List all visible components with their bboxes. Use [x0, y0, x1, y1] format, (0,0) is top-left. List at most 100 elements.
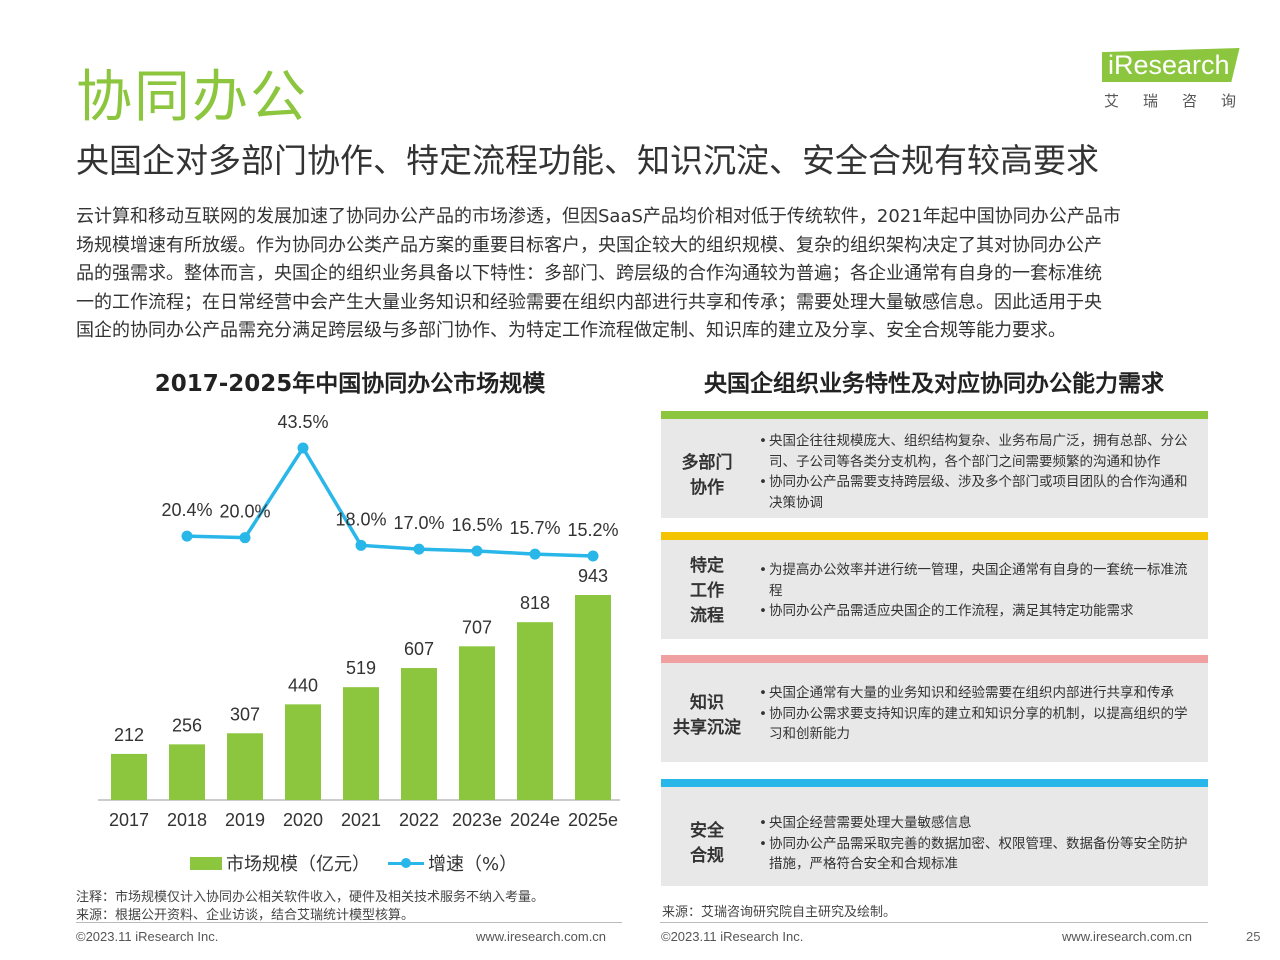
card-label-line: 共享沉淀 — [673, 718, 741, 738]
legend-line-label: 增速（%） — [428, 854, 518, 875]
bar — [401, 668, 437, 800]
card-bullet: 央国企往往规模庞大、组织结构复杂、业务布局广泛，拥有总部、分公司、子公司等各类分… — [759, 431, 1199, 472]
x-tick-label: 2025e — [568, 810, 618, 830]
copyright-left: ©2023.11 iResearch Inc. — [76, 929, 219, 944]
card-specific-workflow: 特定 工作 流程 为提高办公效率并进行统一管理，央国企通常有自身的一套统一标准流… — [661, 532, 1208, 639]
iresearch-logo: iResearch — [1102, 48, 1240, 82]
bar-value-label: 212 — [114, 725, 144, 745]
legend-bar-swatch — [190, 856, 222, 870]
growth-label: 18.0% — [335, 509, 386, 529]
card-label-line: 特定 — [690, 556, 724, 576]
intro-line: 国企的协同办公产品需充分满足跨层级与多部门协作、为特定工作流程做定制、知识库的建… — [76, 320, 1066, 342]
x-tick-label: 2024e — [510, 810, 560, 830]
bar — [517, 622, 553, 800]
card-bullets: 为提高办公效率并进行统一管理，央国企通常有自身的一套统一标准流程 协同办公产品需… — [759, 560, 1199, 622]
card-label-line: 知识 — [690, 693, 724, 713]
footer-divider-left — [76, 922, 622, 923]
intro-line: 一的工作流程；在日常经营中会产生大量业务知识和经验需要在组织内部进行共享和传承；… — [76, 291, 1102, 313]
panel-title: 央国企组织业务特性及对应协同办公能力需求 — [704, 371, 1164, 397]
card-bullet: 央国企通常有大量的业务知识和经验需要在组织内部进行共享和传承 — [759, 683, 1199, 704]
page-title: 协同办公 — [76, 65, 308, 130]
card-knowledge-sharing: 知识 共享沉淀 央国企通常有大量的业务知识和经验需要在组织内部进行共享和传承 协… — [661, 655, 1208, 762]
page-subtitle: 央国企对多部门协作、特定流程功能、知识沉淀、安全合规有较高要求 — [76, 141, 1099, 180]
card-bullet: 协同办公产品需适应央国企的工作流程，满足其特定功能需求 — [759, 601, 1199, 622]
growth-point — [181, 530, 193, 542]
logo-subtitle: 艾瑞咨询 — [1104, 92, 1261, 110]
footer-divider-right — [660, 922, 1208, 923]
bar-value-label: 519 — [346, 658, 376, 678]
website-left[interactable]: www.iresearch.com.cn — [476, 929, 607, 944]
bar — [227, 733, 263, 800]
chart-note: 注释：市场规模仅计入协同办公相关软件收入，硬件及相关技术服务不纳入考量。 — [76, 890, 545, 905]
legend-line: 增速（%） — [388, 850, 518, 875]
growth-point — [413, 543, 425, 555]
legend-bar: 市场规模（亿元） — [190, 850, 370, 875]
growth-label: 16.5% — [451, 515, 502, 535]
growth-point — [471, 545, 483, 557]
card-bullet: 协同办公需求要支持知识库的建立和知识分享的机制，以提高组织的学习和创新能力 — [759, 704, 1199, 745]
growth-label: 17.0% — [393, 513, 444, 533]
card-bullets: 央国企经营需要处理大量敏感信息 协同办公产品需采取完善的数据加密、权限管理、数据… — [759, 813, 1199, 875]
bar-value-label: 307 — [230, 704, 260, 724]
bar — [459, 646, 495, 800]
growth-point — [297, 442, 309, 454]
intro-line: 云计算和移动互联网的发展加速了协同办公产品的市场渗透，但因SaaS产品均价相对低… — [76, 206, 1121, 227]
intro-line: 品的强需求。整体而言，央国企的组织业务具备以下特性：多部门、跨层级的合作沟通较为… — [76, 263, 1102, 285]
bar — [343, 687, 379, 800]
growth-label: 15.2% — [567, 520, 618, 540]
copyright-right: ©2023.11 iResearch Inc. — [661, 929, 804, 944]
card-label: 多部门 协作 — [661, 451, 753, 501]
card-bullet: 为提高办公效率并进行统一管理，央国企通常有自身的一套统一标准流程 — [759, 560, 1199, 601]
bar — [169, 744, 205, 800]
x-tick-label: 2021 — [341, 810, 381, 830]
card-label-line: 合规 — [690, 846, 724, 866]
card-label: 安全 合规 — [661, 819, 753, 869]
card-bullet: 协同办公产品需要支持跨层级、涉及多个部门或项目团队的合作沟通和决策协调 — [759, 472, 1199, 513]
card-bullet: 央国企经营需要处理大量敏感信息 — [759, 813, 1199, 834]
website-right[interactable]: www.iresearch.com.cn — [1062, 929, 1193, 944]
bar — [111, 753, 147, 800]
bar-value-label: 607 — [404, 639, 434, 659]
card-security-compliance: 安全 合规 央国企经营需要处理大量敏感信息 协同办公产品需采取完善的数据加密、权… — [661, 779, 1208, 886]
source-left: 来源：根据公开资料、企业访谈，结合艾瑞统计模型核算。 — [76, 908, 415, 923]
bar-value-label: 943 — [578, 566, 608, 586]
card-label: 特定 工作 流程 — [661, 554, 753, 629]
card-label-line: 多部门 — [681, 453, 733, 473]
growth-label: 43.5% — [277, 412, 328, 432]
chart-title: 2017-2025年中国协同办公市场规模 — [154, 371, 546, 397]
card-bullet: 协同办公产品需采取完善的数据加密、权限管理、数据备份等安全防护措施，严格符合安全… — [759, 834, 1199, 875]
bar — [285, 704, 321, 800]
card-label-line: 流程 — [690, 606, 724, 626]
card-bullets: 央国企往往规模庞大、组织结构复杂、业务布局广泛，拥有总部、分公司、子公司等各类分… — [759, 431, 1199, 513]
card-label-line: 安全 — [690, 821, 724, 841]
growth-label: 20.0% — [219, 502, 270, 522]
growth-point — [529, 548, 541, 560]
growth-point — [355, 539, 367, 551]
x-tick-label: 2023e — [452, 810, 502, 830]
bar-value-label: 707 — [462, 617, 492, 637]
growth-label: 15.7% — [509, 518, 560, 538]
growth-point — [587, 550, 599, 562]
card-label-line: 协作 — [690, 478, 724, 498]
growth-point — [239, 532, 251, 544]
bar-value-label: 440 — [288, 675, 318, 695]
bar-value-label: 818 — [520, 593, 550, 613]
legend-line-swatch — [388, 856, 424, 870]
intro-paragraph: 云计算和移动互联网的发展加速了协同办公产品的市场渗透，但因SaaS产品均价相对低… — [76, 203, 1206, 346]
bar — [575, 595, 611, 800]
card-label-line: 工作 — [690, 581, 724, 601]
growth-label: 20.4% — [161, 500, 212, 520]
x-tick-label: 2018 — [167, 810, 207, 830]
bar-value-label: 256 — [172, 715, 202, 735]
growth-line — [186, 446, 594, 558]
intro-line: 场规模增速有所放缓。作为协同办公类产品方案的重要目标客户，央国企较大的组织规模、… — [76, 234, 1102, 256]
card-label: 知识 共享沉淀 — [661, 691, 753, 741]
x-tick-label: 2019 — [225, 810, 265, 830]
source-right: 来源：艾瑞咨询研究院自主研究及绘制。 — [662, 905, 897, 920]
x-tick-label: 2020 — [283, 810, 323, 830]
page-number: 25 — [1246, 929, 1261, 944]
card-bullets: 央国企通常有大量的业务知识和经验需要在组织内部进行共享和传承 协同办公需求要支持… — [759, 683, 1199, 745]
x-tick-label: 2022 — [399, 810, 439, 830]
x-tick-label: 2017 — [109, 810, 149, 830]
card-multi-department: 多部门 协作 央国企往往规模庞大、组织结构复杂、业务布局广泛，拥有总部、分公司、… — [661, 411, 1208, 518]
